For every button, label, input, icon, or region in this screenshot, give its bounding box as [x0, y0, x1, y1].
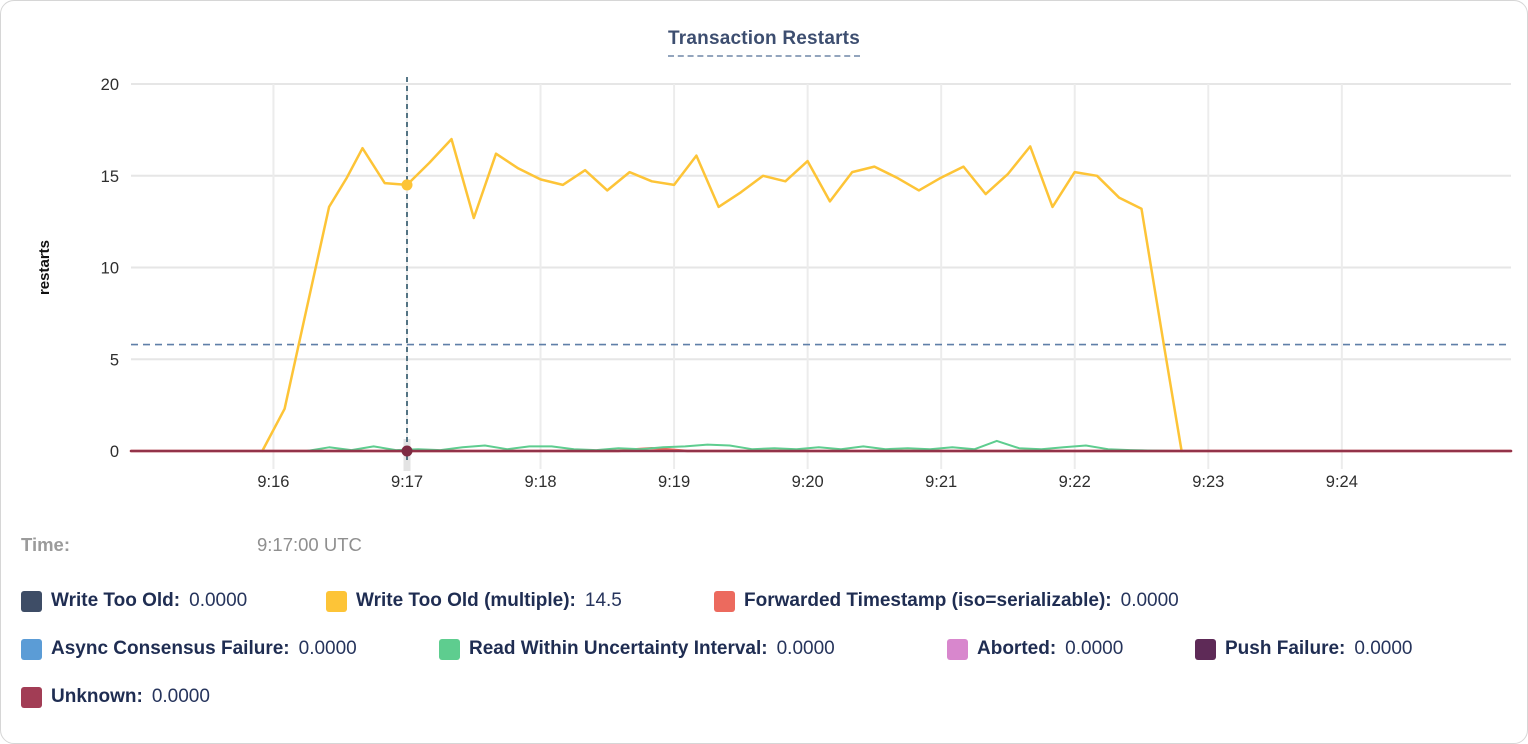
- svg-text:9:22: 9:22: [1059, 473, 1091, 491]
- svg-text:9:16: 9:16: [257, 473, 289, 491]
- svg-text:9:17: 9:17: [391, 473, 423, 491]
- legend-value: 0.0000: [1120, 590, 1179, 611]
- svg-text:15: 15: [101, 168, 119, 186]
- legend-label: Unknown:: [51, 686, 143, 707]
- legend-swatch-write-too-old-multiple: [326, 590, 347, 612]
- svg-text:restarts: restarts: [36, 240, 53, 295]
- legend-label: Read Within Uncertainty Interval:: [469, 638, 768, 659]
- legend-value: 0.0000: [776, 638, 835, 659]
- svg-text:9:24: 9:24: [1326, 473, 1358, 491]
- legend-value: 0.0000: [1354, 638, 1413, 659]
- legend-label: Write Too Old (multiple):: [356, 590, 576, 611]
- legend-label: Async Consensus Failure:: [51, 638, 290, 659]
- legend-swatch-read-within-uncertainty-interval: [439, 638, 460, 660]
- legend-item-write-too-old[interactable]: Write Too Old: 0.0000: [21, 590, 326, 612]
- legend-swatch-push-failure: [1195, 638, 1216, 660]
- svg-text:10: 10: [101, 260, 119, 278]
- legend-item-forwarded-timestamp[interactable]: Forwarded Timestamp (iso=serializable): …: [714, 590, 1179, 612]
- legend-item-write-too-old-multiple[interactable]: Write Too Old (multiple): 14.5: [326, 590, 714, 612]
- legend-row-2: Async Consensus Failure: 0.0000 Read Wit…: [21, 638, 1517, 660]
- legend-swatch-forwarded-timestamp: [714, 590, 735, 612]
- hover-time-label: Time:: [21, 534, 71, 555]
- legend-row-1: Write Too Old: 0.0000 Write Too Old (mul…: [21, 590, 1517, 612]
- legend-value: 0.0000: [298, 638, 357, 659]
- hover-time-row: Time: 9:17:00 UTC: [21, 534, 1507, 556]
- chart-title-row: Transaction Restarts: [1, 28, 1527, 57]
- legend-swatch-write-too-old: [21, 590, 42, 612]
- legend-label: Push Failure:: [1225, 638, 1346, 659]
- svg-text:9:23: 9:23: [1192, 473, 1224, 491]
- legend-swatch-aborted: [947, 638, 968, 660]
- legend-swatch-unknown: [21, 686, 42, 708]
- legend-item-aborted[interactable]: Aborted: 0.0000: [947, 638, 1195, 660]
- hover-time-value: 9:17:00 UTC: [257, 534, 362, 555]
- svg-text:9:19: 9:19: [658, 473, 690, 491]
- svg-text:9:18: 9:18: [524, 473, 556, 491]
- legend-label: Forwarded Timestamp (iso=serializable):: [744, 590, 1112, 611]
- legend-value: 14.5: [584, 590, 622, 611]
- legend-row-3: Unknown: 0.0000: [21, 686, 1517, 708]
- svg-text:0: 0: [110, 443, 119, 461]
- legend-label: Aborted:: [977, 638, 1057, 659]
- legend-value: 0.0000: [151, 686, 210, 707]
- legend-value: 0.0000: [1065, 638, 1124, 659]
- chart-title[interactable]: Transaction Restarts: [668, 28, 860, 57]
- legend-value: 0.0000: [189, 590, 248, 611]
- svg-text:5: 5: [110, 351, 119, 369]
- svg-text:9:20: 9:20: [792, 473, 824, 491]
- legend-swatch-async-consensus-failure: [21, 638, 42, 660]
- legend-item-async-consensus-failure[interactable]: Async Consensus Failure: 0.0000: [21, 638, 439, 660]
- legend-item-unknown[interactable]: Unknown: 0.0000: [21, 686, 210, 708]
- legend-item-read-within-uncertainty-interval[interactable]: Read Within Uncertainty Interval: 0.0000: [439, 638, 947, 660]
- legend-item-push-failure[interactable]: Push Failure: 0.0000: [1195, 638, 1412, 660]
- transaction-restarts-line-chart[interactable]: 0 5 10 15 20 9:16 9:17 9:18 9:19 9:20 9:21 9:22 9:23…: [1, 1, 1528, 513]
- svg-text:9:21: 9:21: [925, 473, 957, 491]
- svg-text:20: 20: [101, 76, 119, 94]
- legend-label: Write Too Old:: [51, 590, 181, 611]
